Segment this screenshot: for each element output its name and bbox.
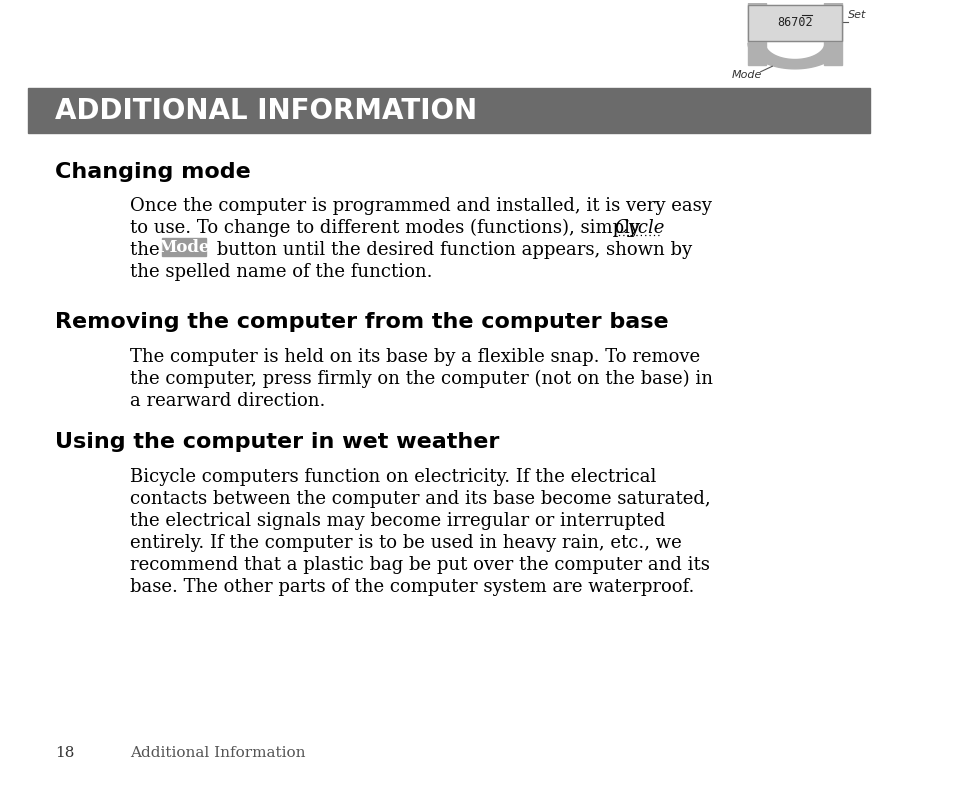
Text: base. The other parts of the computer system are waterproof.: base. The other parts of the computer sy… (130, 578, 694, 596)
Bar (747, 5, 841, 41)
Text: the electrical signals may become irregular or interrupted: the electrical signals may become irregu… (130, 512, 664, 530)
Text: 86702: 86702 (777, 16, 812, 28)
Polygon shape (747, 43, 841, 69)
Text: contacts between the computer and its base become saturated,: contacts between the computer and its ba… (130, 490, 710, 508)
Text: Set: Set (847, 10, 865, 20)
Text: a rearward direction.: a rearward direction. (130, 392, 325, 410)
Text: button until the desired function appears, shown by: button until the desired function appear… (211, 241, 691, 259)
Text: Using the computer in wet weather: Using the computer in wet weather (55, 432, 498, 452)
Text: The computer is held on its base by a flexible snap. To remove: The computer is held on its base by a fl… (130, 348, 700, 366)
Text: Additional Information: Additional Information (130, 746, 305, 760)
Polygon shape (747, 3, 765, 65)
Text: Once the computer is programmed and installed, it is very easy: Once the computer is programmed and inst… (130, 197, 711, 215)
Text: ADDITIONAL INFORMATION: ADDITIONAL INFORMATION (55, 96, 476, 125)
Text: to use. To change to different modes (functions), simply: to use. To change to different modes (fu… (130, 219, 645, 237)
Text: the computer, press firmly on the computer (not on the base) in: the computer, press firmly on the comput… (130, 370, 712, 388)
Bar (747, 5, 841, 41)
Text: Changing mode: Changing mode (55, 162, 251, 182)
Text: 18: 18 (55, 746, 74, 760)
Text: entirely. If the computer is to be used in heavy rain, etc., we: entirely. If the computer is to be used … (130, 534, 681, 552)
Text: the: the (130, 241, 165, 259)
Text: Cycle: Cycle (614, 219, 663, 237)
Text: Bicycle computers function on electricity. If the electrical: Bicycle computers function on electricit… (130, 468, 656, 486)
Text: Removing the computer from the computer base: Removing the computer from the computer … (55, 312, 668, 332)
Text: the spelled name of the function.: the spelled name of the function. (130, 263, 432, 281)
Text: Mode: Mode (158, 239, 210, 255)
Polygon shape (823, 3, 841, 65)
Text: Mode: Mode (731, 70, 761, 80)
Bar (28, 88, 869, 133)
Text: recommend that a plastic bag be put over the computer and its: recommend that a plastic bag be put over… (130, 556, 709, 574)
Bar (162, 238, 206, 256)
